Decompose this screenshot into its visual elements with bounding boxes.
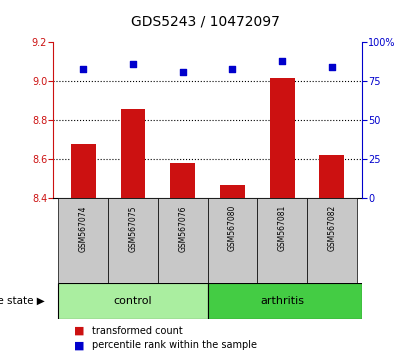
Bar [208, 198, 257, 283]
Point [80, 66, 87, 72]
Bar [319, 155, 344, 198]
Text: transformed count: transformed count [92, 326, 183, 336]
Text: GDS5243 / 10472097: GDS5243 / 10472097 [131, 14, 280, 28]
Text: GSM567074: GSM567074 [79, 205, 88, 252]
Text: GSM567082: GSM567082 [327, 205, 336, 251]
Bar [170, 163, 195, 198]
Point [180, 69, 186, 75]
Text: ■: ■ [74, 326, 85, 336]
Text: disease state ▶: disease state ▶ [0, 296, 45, 306]
Bar [208, 283, 362, 319]
Bar [71, 144, 96, 198]
Bar [220, 184, 245, 198]
Text: control: control [114, 296, 152, 306]
Point [279, 58, 285, 64]
Bar [257, 198, 307, 283]
Text: GSM567081: GSM567081 [278, 205, 286, 251]
Bar [158, 198, 208, 283]
Text: GSM567076: GSM567076 [178, 205, 187, 252]
Point [328, 64, 335, 70]
Point [229, 66, 236, 72]
Bar [58, 198, 108, 283]
Text: percentile rank within the sample: percentile rank within the sample [92, 340, 257, 350]
Text: GSM567075: GSM567075 [129, 205, 137, 252]
Bar [58, 283, 208, 319]
Bar [108, 198, 158, 283]
Point [130, 62, 136, 67]
Text: arthritis: arthritis [260, 296, 304, 306]
Bar [120, 109, 145, 198]
Bar [307, 198, 357, 283]
Text: GSM567080: GSM567080 [228, 205, 237, 251]
Bar [270, 78, 295, 198]
Text: ■: ■ [74, 340, 85, 350]
